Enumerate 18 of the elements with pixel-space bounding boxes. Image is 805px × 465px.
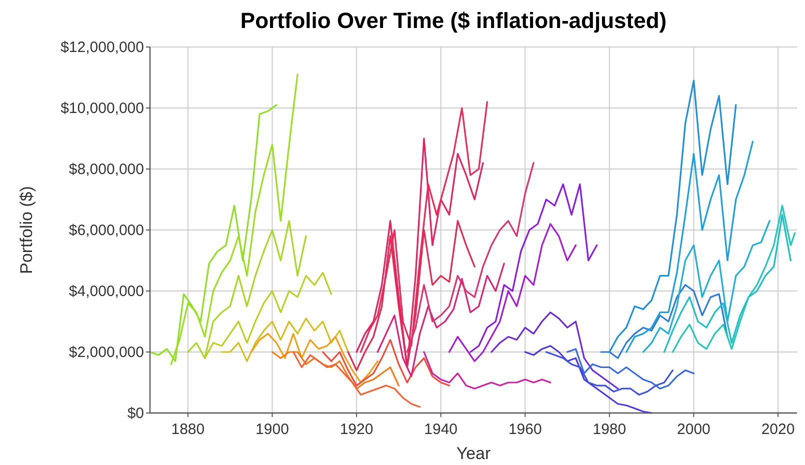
y-tick-label: $4,000,000 — [68, 283, 144, 300]
x-tick-label: 1960 — [508, 421, 542, 438]
x-tick-label: 2020 — [761, 421, 795, 438]
y-axis-title: Portfolio ($) — [17, 186, 36, 274]
x-tick-label: 1900 — [256, 421, 289, 438]
chart-title: Portfolio Over Time ($ inflation-adjusted) — [240, 8, 667, 33]
x-tick-label: 1880 — [171, 421, 205, 438]
y-tick-label: $12,000,000 — [60, 39, 144, 56]
x-axis-title: Year — [456, 444, 492, 463]
y-tick-label: $8,000,000 — [68, 161, 144, 178]
x-tick-label: 1920 — [340, 421, 374, 438]
y-tick-label: $2,000,000 — [68, 344, 144, 361]
y-tick-label: $6,000,000 — [68, 222, 144, 239]
x-tick-label: 2000 — [677, 421, 710, 438]
y-tick-label: $10,000,000 — [60, 100, 144, 117]
x-tick-label: 1940 — [424, 421, 458, 438]
y-tick-label: $0 — [127, 405, 144, 422]
x-tick-label: 1980 — [592, 421, 626, 438]
